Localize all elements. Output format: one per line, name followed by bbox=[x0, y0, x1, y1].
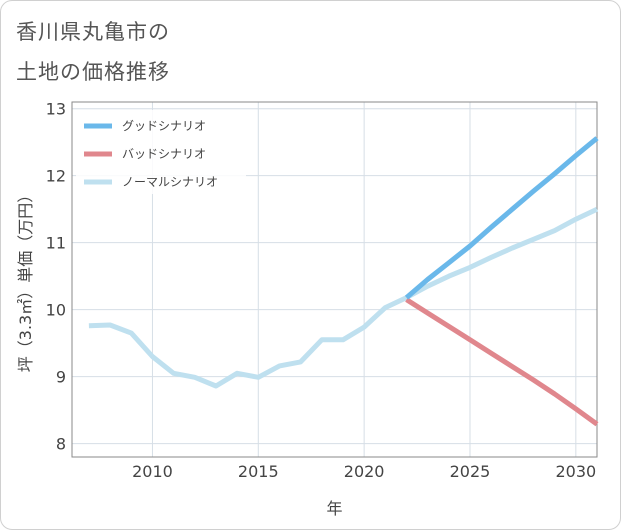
series-line-1 bbox=[404, 136, 599, 300]
x-axis-title: 年 bbox=[326, 499, 342, 518]
chart-title-line-2: 土地の価格推移 bbox=[16, 60, 170, 84]
y-tick-label: 8 bbox=[56, 435, 66, 454]
series-line-2 bbox=[405, 297, 599, 427]
y-axis-title: 坪（3.3㎡）単価（万円） bbox=[16, 187, 35, 372]
legend-label-3: ノーマルシナリオ bbox=[122, 175, 218, 189]
y-tick-label: 12 bbox=[46, 167, 66, 186]
x-tick-label: 2015 bbox=[238, 462, 279, 481]
legend-label-2: バッドシナリオ bbox=[122, 147, 206, 161]
series-line-3 bbox=[88, 206, 599, 389]
chart-title-line-1: 香川県丸亀市の bbox=[16, 20, 170, 44]
y-tick-label: 9 bbox=[56, 368, 66, 387]
y-tick-label: 11 bbox=[46, 234, 66, 253]
x-tick-label: 2030 bbox=[555, 462, 596, 481]
plot-border bbox=[71, 101, 598, 458]
y-tick-label: 13 bbox=[46, 100, 66, 119]
x-tick-label: 2020 bbox=[344, 462, 385, 481]
y-tick-label: 10 bbox=[46, 301, 66, 320]
x-tick-label: 2010 bbox=[132, 462, 173, 481]
legend-label-1: グッドシナリオ bbox=[122, 119, 206, 133]
x-tick-label: 2025 bbox=[450, 462, 491, 481]
